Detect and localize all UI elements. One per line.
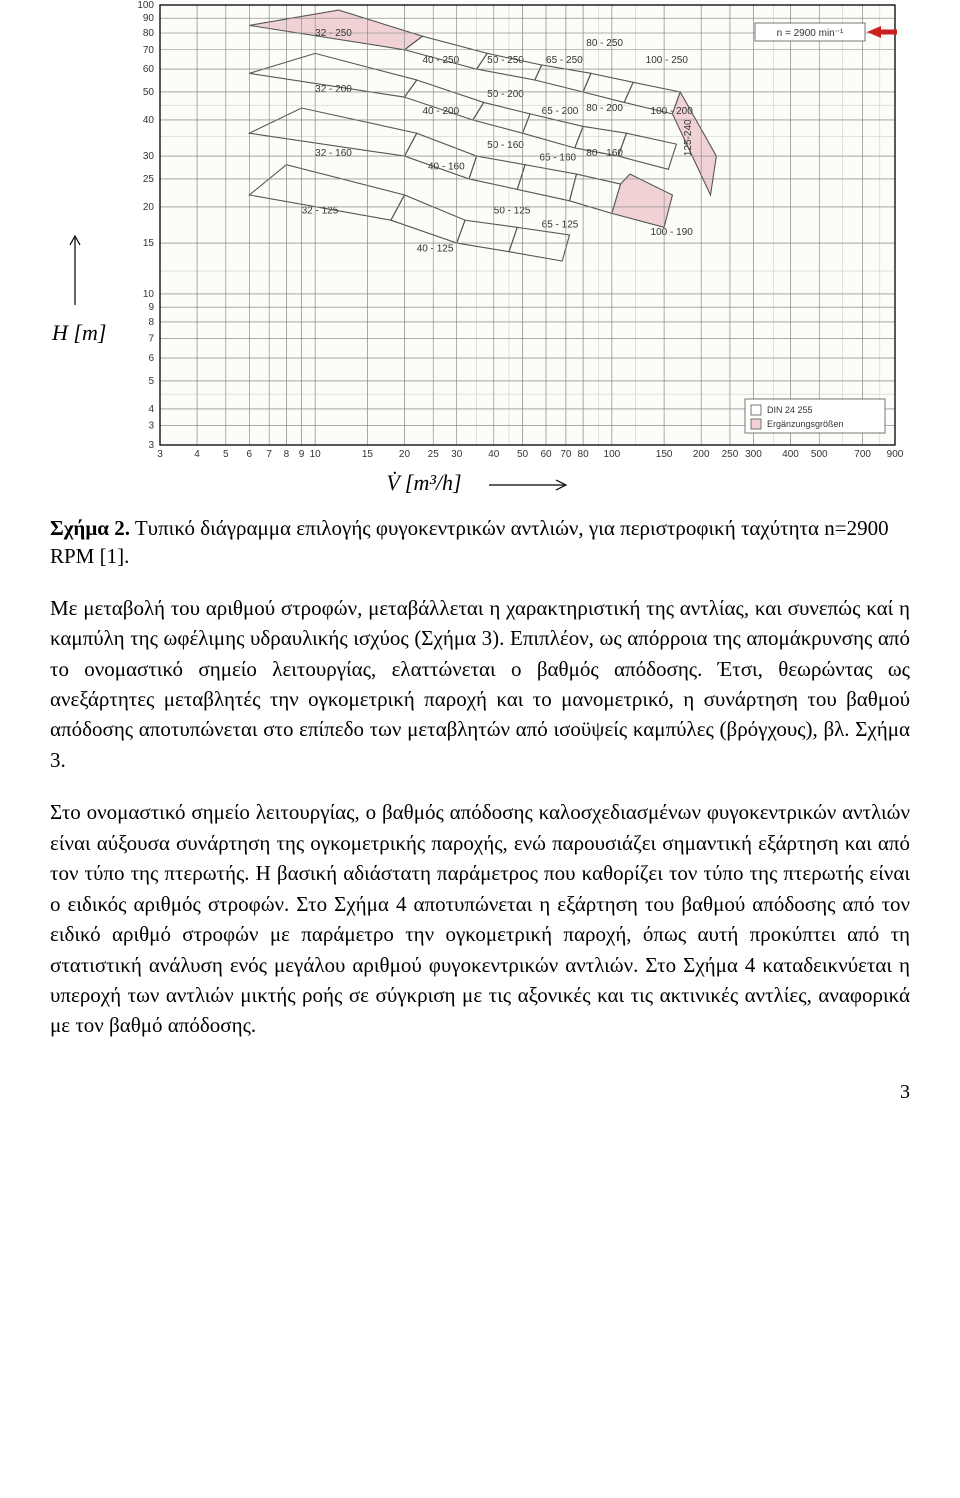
x-tick: 15 xyxy=(362,449,374,460)
x-tick: 6 xyxy=(247,449,253,460)
pump-region-label: 80 - 160 xyxy=(586,148,623,159)
pump-region-label: 80 - 250 xyxy=(586,38,623,49)
pump-region-label: 65 - 200 xyxy=(542,106,579,117)
y-axis-label: H [m] xyxy=(52,320,106,345)
x-tick: 400 xyxy=(782,449,799,460)
pump-selection-chart: 32 - 25032 - 20032 - 16032 - 12540 - 250… xyxy=(105,0,960,460)
pump-region-label: 40 - 250 xyxy=(422,55,459,66)
y-tick: 25 xyxy=(143,174,155,185)
pump-region-label: 65 - 125 xyxy=(542,219,579,230)
caption-text: Τυπικό διάγραμμα επιλογής φυγοκεντρικών … xyxy=(50,516,889,568)
pump-region-label: 32 - 160 xyxy=(315,148,352,159)
page-number: 3 xyxy=(50,1081,910,1104)
paragraph-2: Στο ονομαστικό σημείο λειτουργίας, ο βαθ… xyxy=(50,797,910,1041)
y-tick: 100 xyxy=(137,0,154,11)
x-tick: 40 xyxy=(488,449,500,460)
y-tick: 8 xyxy=(148,317,154,328)
y-axis-title: H [m] xyxy=(50,230,100,336)
pump-region-label: 40 - 160 xyxy=(428,161,465,172)
y-tick: 5 xyxy=(148,376,154,387)
x-tick: 900 xyxy=(887,449,904,460)
x-tick: 10 xyxy=(310,449,322,460)
x-tick: 20 xyxy=(399,449,411,460)
x-tick: 3 xyxy=(157,449,163,460)
x-tick: 8 xyxy=(284,449,290,460)
pump-region-label: 65 - 160 xyxy=(539,152,576,163)
y-tick: 90 xyxy=(143,13,155,24)
legend-erg: Ergänzungsgrößen xyxy=(767,419,844,429)
pump-region-label: 40 - 200 xyxy=(422,106,459,117)
figure-caption: Σχήμα 2. Τυπικό διάγραμμα επιλογής φυγοκ… xyxy=(50,514,910,571)
pump-region-label: 50 - 200 xyxy=(487,89,524,100)
y-tick: 70 xyxy=(143,45,155,56)
x-tick: 100 xyxy=(604,449,621,460)
pump-region-label: 125-240 xyxy=(683,119,694,156)
pump-region-label: 100 - 190 xyxy=(651,227,694,238)
legend-din: DIN 24 255 xyxy=(767,405,813,415)
x-tick: 500 xyxy=(811,449,828,460)
pump-region-label: 40 - 125 xyxy=(417,244,454,255)
y-tick: 3 xyxy=(148,421,154,432)
figure-wrapper: H [m] 32 - 25032 - 20032 - 16032 - 12540… xyxy=(50,0,910,460)
x-tick: 700 xyxy=(854,449,871,460)
y-tick: 7 xyxy=(148,334,154,345)
x-tick: 250 xyxy=(722,449,739,460)
x-tick: 25 xyxy=(428,449,440,460)
y-tick: 3 xyxy=(148,440,154,451)
y-tick: 40 xyxy=(143,115,155,126)
y-tick: 30 xyxy=(143,151,155,162)
y-axis-arrow xyxy=(50,230,100,330)
y-tick: 4 xyxy=(148,404,154,415)
pump-region-label: 65 - 250 xyxy=(546,55,583,66)
x-tick: 80 xyxy=(578,449,590,460)
y-tick: 20 xyxy=(143,202,155,213)
pump-region-label: 100 - 200 xyxy=(651,106,694,117)
x-tick: 70 xyxy=(560,449,572,460)
pump-region-label: 32 - 250 xyxy=(315,28,352,39)
paragraph-1: Με μεταβολή του αριθμού στροφών, μεταβάλ… xyxy=(50,593,910,776)
rpm-label: n = 2900 min⁻¹ xyxy=(777,28,844,39)
pump-region-label: 32 - 200 xyxy=(315,84,352,95)
y-tick: 6 xyxy=(148,353,154,364)
y-tick: 50 xyxy=(143,87,155,98)
y-tick: 10 xyxy=(143,289,155,300)
x-axis-arrow xyxy=(484,476,574,494)
x-axis-label: V̇ [m³/h] xyxy=(386,470,461,495)
x-tick: 30 xyxy=(451,449,463,460)
y-tick: 60 xyxy=(143,64,155,75)
x-tick: 60 xyxy=(540,449,552,460)
x-tick: 4 xyxy=(194,449,200,460)
x-tick: 9 xyxy=(299,449,305,460)
x-tick: 5 xyxy=(223,449,229,460)
x-axis-label-row: V̇ [m³/h] xyxy=(50,470,910,496)
x-tick: 7 xyxy=(266,449,272,460)
caption-label: Σχήμα 2. xyxy=(50,516,130,540)
x-tick: 300 xyxy=(745,449,762,460)
pump-region-label: 50 - 160 xyxy=(487,140,524,151)
pump-region-label: 100 - 250 xyxy=(646,55,689,66)
x-tick: 50 xyxy=(517,449,529,460)
y-tick: 80 xyxy=(143,28,155,39)
x-tick: 200 xyxy=(693,449,710,460)
pump-region-label: 50 - 250 xyxy=(487,55,524,66)
y-tick: 9 xyxy=(148,302,154,313)
x-tick: 150 xyxy=(656,449,673,460)
chart-svg: 32 - 25032 - 20032 - 16032 - 12540 - 250… xyxy=(105,0,905,460)
pump-region-label: 80 - 200 xyxy=(586,103,623,114)
y-tick: 15 xyxy=(143,238,155,249)
